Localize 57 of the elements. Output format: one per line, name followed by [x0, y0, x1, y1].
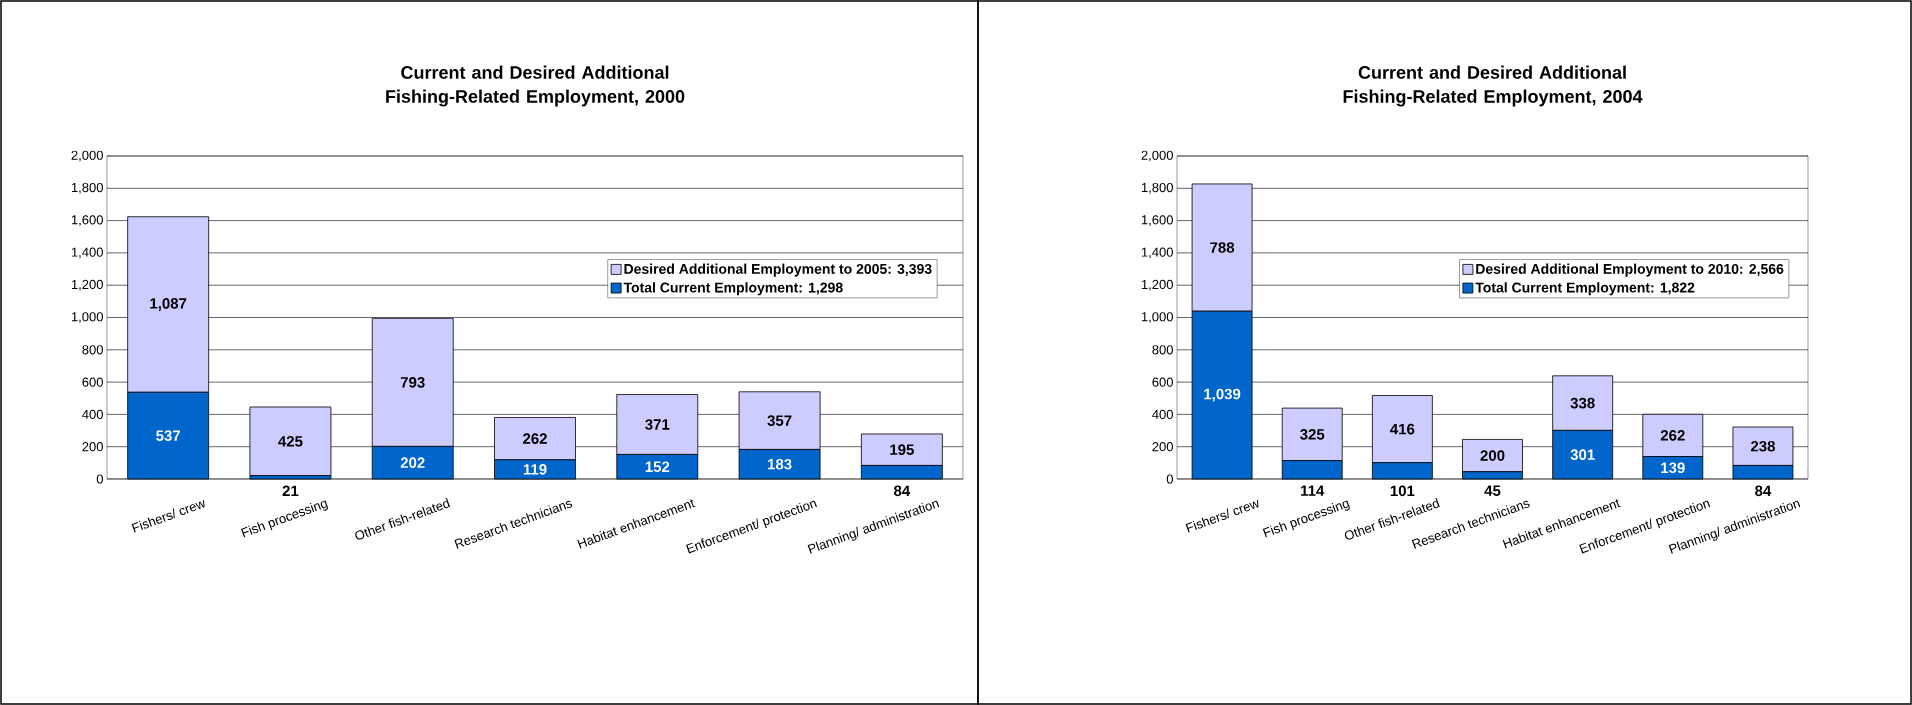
y-tick-label: 0	[96, 474, 103, 484]
y-tick-label: 200	[82, 442, 103, 452]
y-tick-label: 1,600	[71, 215, 103, 226]
data-label: 195	[890, 444, 914, 455]
legend-label: Total Current Employment: 1,298	[623, 282, 843, 296]
y-tick-label: 400	[82, 409, 103, 419]
data-label: 338	[1570, 397, 1595, 409]
y-tick-label: 800	[1152, 345, 1173, 355]
data-label: 200	[1480, 450, 1505, 461]
y-tick-label: 1,400	[71, 247, 103, 259]
data-label: 793	[400, 377, 425, 388]
data-label: 537	[156, 430, 180, 441]
data-label: 788	[1210, 242, 1235, 253]
y-tick-label: 400	[1152, 409, 1173, 419]
y-tick-label: 1,000	[71, 312, 103, 323]
data-label: 119	[523, 464, 547, 475]
y-tick-label: 2,000	[1141, 150, 1173, 162]
data-label: 183	[768, 458, 792, 470]
data-label: 114	[1301, 485, 1325, 496]
legend-label: Desired Additional Employment to 2010: 2,566	[1476, 263, 1784, 277]
y-tick-label: 1,800	[1141, 182, 1173, 194]
data-label: 45	[1484, 485, 1501, 496]
y-tick-label: 2,000	[71, 150, 103, 162]
chart-title: Current and Desired Additional Fishing-Related Employment, 2000	[386, 65, 685, 107]
data-label: 262	[523, 433, 547, 444]
legend-label: Desired Additional Employment to 2005: 3,393	[624, 263, 932, 277]
y-tick-label: 1,600	[1141, 215, 1173, 226]
data-label: 101	[1390, 485, 1415, 497]
data-label: 425	[278, 435, 303, 447]
data-label: 84	[893, 485, 911, 497]
data-label: 357	[767, 415, 792, 426]
y-tick-label: 1,400	[1141, 247, 1173, 259]
y-tick-label: 0	[1166, 474, 1173, 484]
data-label: 325	[1300, 429, 1325, 440]
legend-label: Total Current Employment: 1,822	[1475, 282, 1695, 296]
y-tick-label: 800	[82, 345, 103, 355]
y-tick-label: 600	[1152, 377, 1173, 387]
data-label: 301	[1570, 449, 1595, 461]
bar	[249, 406, 332, 477]
chart-title: Current and Desired Additional Fishing-Related Employment, 2004	[1343, 65, 1643, 107]
y-tick-label: 200	[1152, 442, 1173, 452]
data-label: 139	[1661, 462, 1685, 474]
data-label: 238	[1750, 440, 1775, 452]
data-label: 152	[645, 461, 670, 473]
y-tick-label: 1,000	[1141, 312, 1173, 323]
data-label: 84	[1755, 485, 1772, 497]
data-label: 21	[282, 485, 299, 497]
data-label: 262	[1660, 430, 1685, 441]
data-label: 1,039	[1204, 388, 1241, 402]
data-label: 202	[400, 457, 425, 468]
y-tick-label: 1,800	[71, 182, 103, 194]
data-label: 371	[645, 419, 670, 430]
y-tick-label: 600	[82, 377, 103, 387]
y-tick-label: 1,200	[1141, 279, 1173, 291]
data-label: 1,087	[150, 298, 187, 311]
y-tick-label: 1,200	[71, 279, 103, 291]
data-label: 416	[1390, 423, 1415, 435]
